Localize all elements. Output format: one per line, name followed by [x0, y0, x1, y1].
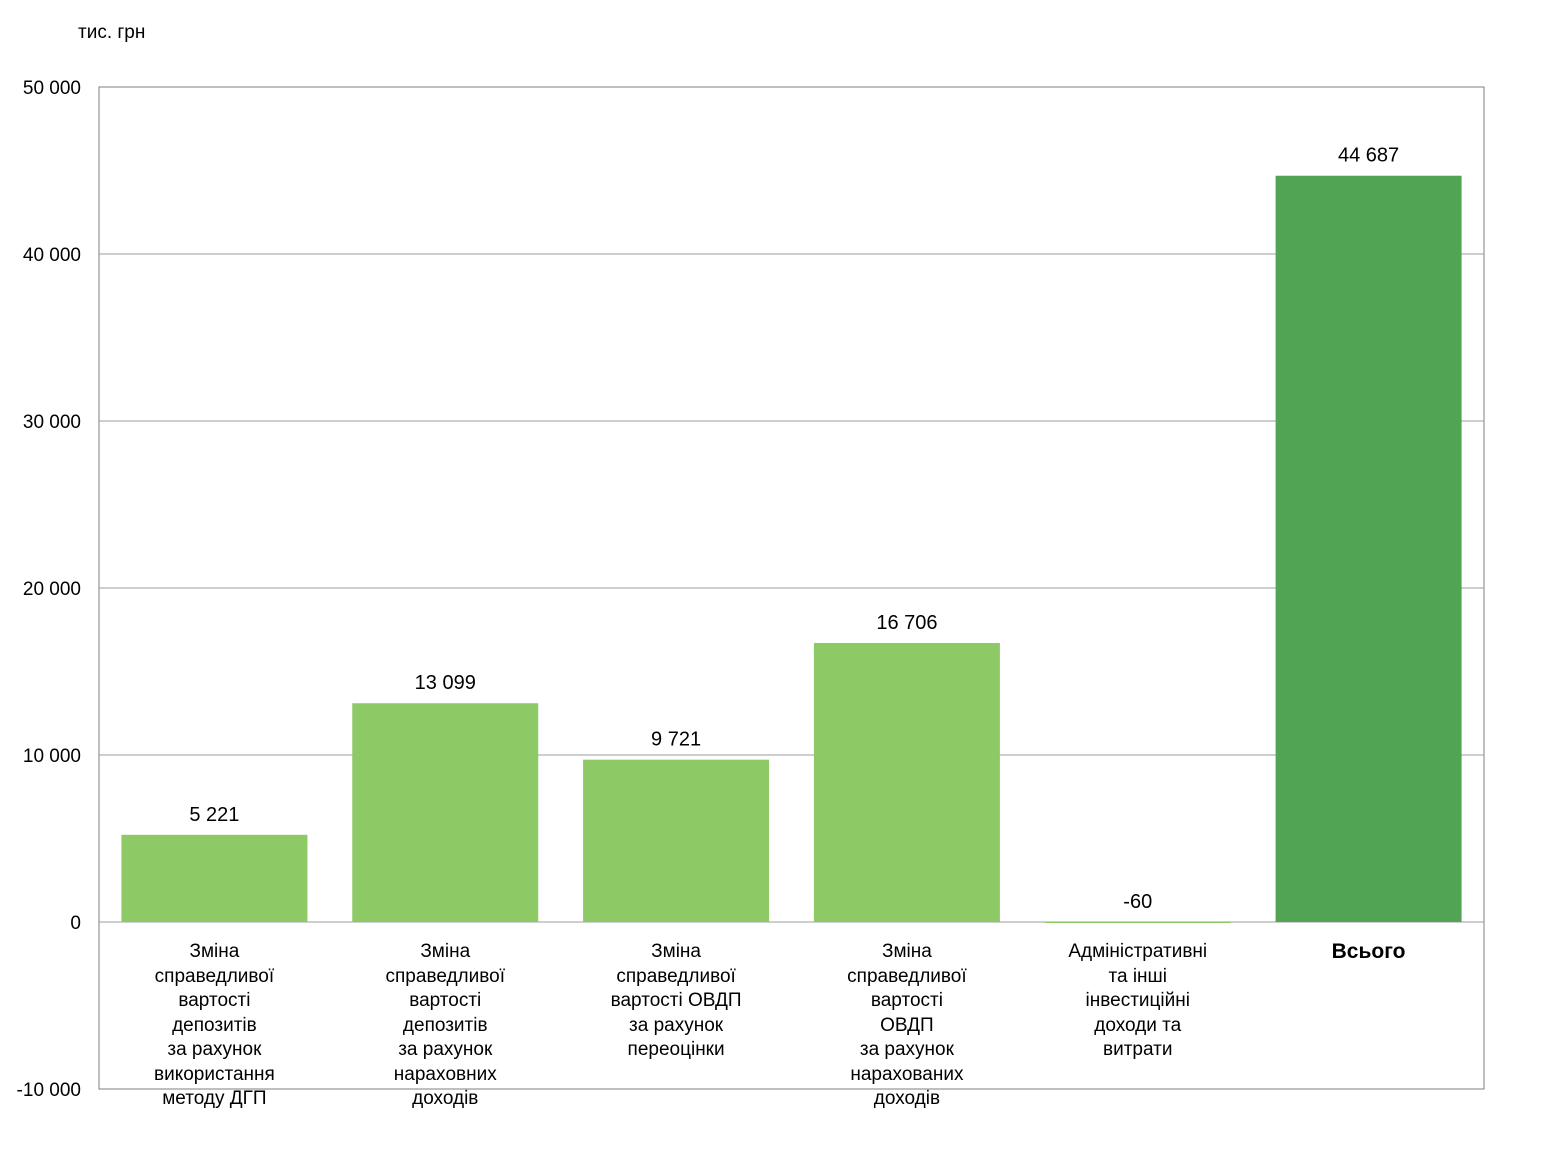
category-label-line: інвестиційні [1085, 990, 1190, 1011]
bar [1275, 175, 1462, 922]
category-label: Всього [1294, 940, 1444, 965]
category-label-line: нарахoвних [393, 1063, 497, 1085]
data-label: 44 687 [1338, 145, 1399, 167]
category-label-line: доходи та [1094, 1014, 1182, 1036]
category-label-line: справедливої [847, 965, 967, 987]
category-label: Зміна справедливої вартості ОВДП за рахунок… [601, 940, 751, 1063]
category-label-line: депозитів [172, 1014, 257, 1036]
category-label: Зміна справедливої вартості депозитів за рах… [370, 940, 520, 1112]
bar [1044, 922, 1231, 924]
category-label-line: депозитів [402, 1014, 488, 1036]
category-label-line: Адміністративні [1068, 941, 1208, 962]
category-label-line: ОВДП [880, 1014, 934, 1036]
category-label-line: використання [154, 1063, 275, 1085]
y-tick-label: 30 000 [23, 412, 81, 433]
category-label-line: за рахунок [859, 1039, 954, 1060]
category-label-line: витрати [1103, 1039, 1173, 1060]
category-label-line: за рахунок [398, 1039, 493, 1060]
category-label-line: Зміна [881, 941, 932, 962]
y-tick-label: 20 000 [23, 579, 81, 600]
category-label-line: за рахунок [629, 1014, 724, 1036]
category-label-line: вартості [870, 990, 943, 1011]
category-label: Зміна справедливої вартості ОВДП за рахунок н… [832, 940, 982, 1112]
category-label-line: за рахунок [167, 1039, 262, 1060]
category-label-line: доходів [873, 1088, 941, 1109]
category-label: Зміна справедливої вартості депозитів за рах… [139, 940, 289, 1112]
y-tick-label: -10 000 [17, 1080, 81, 1101]
category-label-line: вартості [409, 990, 482, 1011]
y-tick-label: 0 [70, 913, 81, 934]
data-label: -60 [1123, 891, 1152, 913]
data-label: 9 721 [651, 729, 701, 751]
data-label: 16 706 [876, 612, 937, 634]
data-label: 5 221 [189, 804, 239, 826]
category-label-line: нарахованих [850, 1063, 964, 1085]
bar [813, 643, 1000, 922]
category-label: Адміністративні та інші інвестиційні доходи… [1063, 940, 1213, 1063]
category-label-line: доходів [412, 1088, 479, 1109]
category-label-line: переоцінки [627, 1039, 725, 1060]
y-tick-label: 40 000 [23, 245, 81, 266]
category-label-line: Зміна [651, 941, 701, 962]
category-label-line: Зміна [189, 941, 240, 962]
category-label-line: Всього [1331, 940, 1406, 963]
category-label-line: вартості [178, 990, 251, 1011]
category-label-line: справедливої [154, 965, 275, 987]
category-label-line: справедливої [616, 965, 736, 987]
data-label: 13 099 [415, 672, 476, 694]
category-label-line: та інші [1108, 965, 1167, 987]
unit-label: тис. грн [78, 22, 146, 43]
bar [583, 759, 770, 922]
bar [352, 703, 539, 922]
y-tick-label: 50 000 [23, 78, 81, 99]
category-label-line: вартості ОВДП [610, 990, 742, 1011]
bar [121, 834, 308, 922]
category-label-line: Зміна [420, 941, 471, 962]
y-tick-label: 10 000 [23, 746, 81, 767]
category-label-line: методу ДГП [162, 1088, 267, 1109]
category-label-line: справедливої [385, 965, 505, 987]
